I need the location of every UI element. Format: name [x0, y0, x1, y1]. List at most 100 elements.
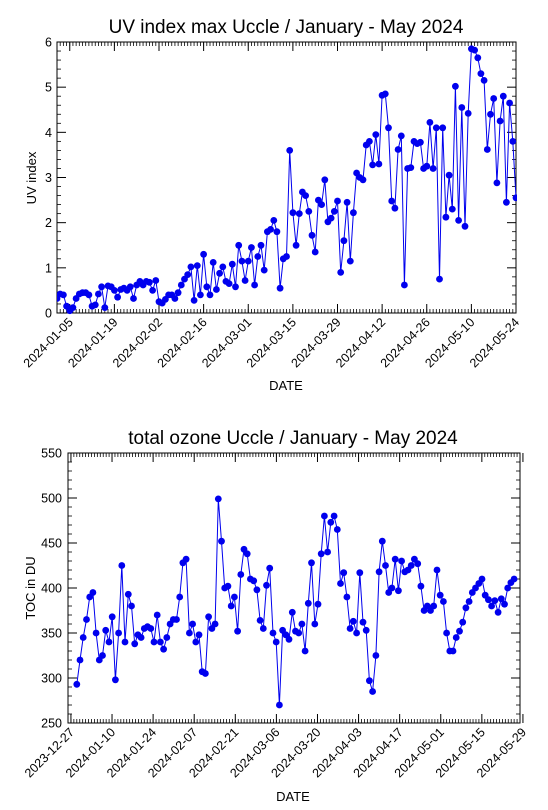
ozone-data-point [269, 629, 277, 637]
ozone-data-point [414, 560, 422, 568]
ozone-data-point [205, 613, 213, 621]
ozone-series [73, 495, 518, 709]
uv-data-point [85, 291, 93, 299]
ozone-data-point [375, 568, 383, 576]
ozone-data-point [462, 604, 470, 612]
uv-data-point [391, 204, 399, 212]
ozone-y-axis-label: TOC in DU [23, 556, 38, 619]
ozone-data-point [105, 638, 113, 646]
ozone-data-point [182, 555, 190, 563]
uv-data-point [464, 110, 472, 117]
ozone-data-point [121, 638, 129, 646]
ozone-data-point [173, 616, 180, 623]
uv-chart-title: UV index max Uccle / January - May 2024 [109, 17, 464, 38]
ozone-data-point [362, 626, 370, 634]
uv-data-point [98, 283, 105, 291]
ozone-data-point [234, 627, 242, 635]
ozone-data-point [243, 550, 251, 558]
ozone-data-point [465, 598, 473, 605]
uv-data-point [343, 198, 351, 206]
ozone-data-point [253, 586, 261, 594]
uv-y-tick-label: 3 [45, 171, 52, 185]
ozone-data-point [214, 495, 222, 503]
ozone-data-point [150, 638, 158, 646]
ozone-data-point [73, 680, 81, 688]
uv-data-point [432, 124, 440, 132]
ozone-y-tick-label: 550 [41, 447, 62, 461]
uv-data-point [426, 119, 434, 126]
ozone-data-point [259, 625, 267, 632]
ozone-data-point [485, 596, 492, 604]
ozone-data-point [311, 620, 319, 628]
ozone-data-point [263, 581, 270, 589]
ozone-data-point [157, 638, 164, 646]
uv-data-point [225, 280, 233, 287]
ozone-data-point [124, 590, 132, 598]
ozone-data-point [99, 652, 106, 659]
ozone-data-point [115, 629, 122, 637]
uv-data-point [187, 263, 195, 271]
uv-data-point [235, 241, 243, 249]
uv-data-point [407, 164, 415, 172]
ozone-data-point [433, 566, 441, 574]
uv-data-point [305, 208, 313, 215]
ozone-data-point [186, 629, 193, 637]
ozone-data-point [314, 600, 322, 608]
uv-data-point [442, 213, 450, 221]
ozone-data-point [112, 676, 119, 684]
ozone-data-point [510, 575, 518, 583]
uv-data-point [289, 209, 297, 217]
uv-data-point [477, 70, 485, 77]
ozone-data-point [317, 550, 325, 558]
ozone-data-point [494, 608, 502, 616]
uv-data-point [190, 297, 198, 304]
uv-data-point [372, 131, 380, 139]
ozone-data-point [449, 647, 457, 655]
ozone-data-point [298, 620, 306, 628]
ozone-data-point [250, 577, 258, 585]
uv-data-point [375, 160, 383, 168]
uv-data-point [330, 208, 338, 215]
uv-data-point [91, 301, 99, 309]
ozone-data-point [459, 618, 467, 626]
ozone-data-point [366, 677, 373, 685]
uv-data-point [429, 165, 437, 172]
uv-data-point [241, 277, 249, 284]
ozone-data-point [108, 613, 116, 621]
uv-data-point [401, 281, 408, 289]
uv-data-point [174, 289, 182, 297]
ozone-data-point [256, 617, 264, 624]
uv-data-point [248, 244, 255, 251]
uv-data-point [490, 95, 498, 102]
ozone-data-point [102, 626, 110, 634]
ozone-data-point [491, 597, 499, 604]
uv-data-point [480, 77, 488, 84]
uv-data-point [327, 214, 335, 222]
uv-y-tick-label: 0 [45, 307, 52, 321]
uv-data-point [130, 295, 137, 302]
ozone-data-point [272, 638, 280, 646]
uv-data-point [177, 281, 185, 289]
uv-y-tick-label: 2 [45, 216, 52, 230]
uv-data-point [283, 253, 290, 260]
uv-data-point [381, 90, 389, 98]
uv-data-point [340, 237, 348, 245]
ozone-y-tick-label: 250 [41, 717, 62, 731]
uv-data-point [337, 269, 345, 276]
ozone-data-point [192, 638, 200, 646]
ozone-data-point [189, 620, 197, 628]
uv-data-point [471, 46, 478, 54]
uv-data-point [228, 260, 236, 268]
uv-data-point [69, 304, 77, 311]
ozone-data-point [430, 602, 438, 610]
ozone-plot-frame [67, 452, 521, 724]
uv-data-point [197, 291, 204, 299]
uv-data-point [111, 287, 118, 294]
uv-data-point [101, 304, 109, 311]
ozone-data-point [218, 537, 225, 545]
uv-data-point [474, 54, 482, 62]
uv-data-point [254, 253, 262, 260]
uv-data-point [95, 290, 102, 298]
ozone-data-point [452, 634, 460, 641]
